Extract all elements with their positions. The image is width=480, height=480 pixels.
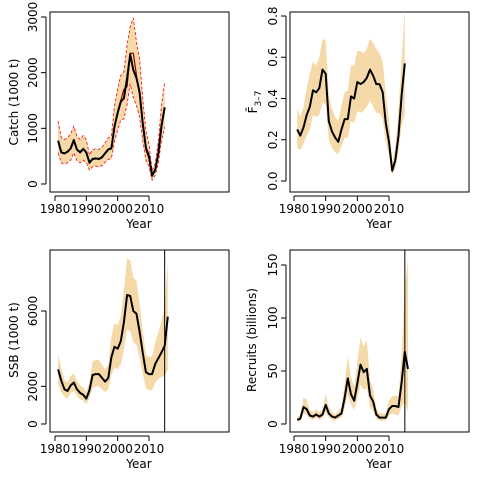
ssb-y-axis-label: SSB (1000 t) <box>7 302 21 378</box>
recruits-x-tick-label: 1980 <box>279 442 310 456</box>
catch-y-axis-label: Catch (1000 t) <box>7 59 21 146</box>
ssb-plot-frame <box>49 249 230 433</box>
catch-upper-edge <box>57 17 166 173</box>
catch-y-axis: 0 1000 2000 3000 <box>26 2 47 188</box>
ssb-x-tick-label: 2000 <box>102 442 133 456</box>
fbar-band-area <box>297 9 405 175</box>
catch-x-tick-label: 1980 <box>40 202 71 216</box>
catch-x-tick-label: 2010 <box>134 202 165 216</box>
fbar-y-axis-label-subscript: 3–7 <box>254 91 264 107</box>
catch-estimate-line <box>57 53 166 177</box>
catch-y-tick-label: 0 <box>26 180 40 188</box>
fbar-y-axis-label: F̄3–7 <box>246 91 264 114</box>
ssb-y-axis: 0 2000 6000 <box>26 296 47 428</box>
recruits-y-tick-label: 50 <box>266 363 280 378</box>
fbar-y-tick-label: 0.0 <box>266 171 280 190</box>
fbar-y-tick-label: 0.2 <box>266 130 280 149</box>
ssb-x-axis-label: Year <box>125 457 151 471</box>
recruits-y-tick-label: 100 <box>266 307 280 330</box>
ssb-estimate-line <box>57 294 169 400</box>
catch-x-tick-label: 2000 <box>102 202 133 216</box>
catch-plot-frame <box>49 11 230 193</box>
recruits-x-axis-label: Year <box>365 457 391 471</box>
fbar-x-axis-label: Year <box>365 217 391 231</box>
fbar-y-axis: 0.0 0.2 0.4 0.6 0.8 <box>266 6 287 191</box>
recruits-panel: 1980 1990 2000 2010 0 50 100 150 Year Recruits… <box>245 249 470 471</box>
ssb-x-axis: 1980 1990 2000 2010 <box>40 435 165 456</box>
fbar-x-tick-label: 2000 <box>342 202 373 216</box>
fbar-y-axis-label-main: F̄ <box>246 106 260 113</box>
catch-confidence-band <box>58 18 165 181</box>
recruits-y-tick-label: 150 <box>266 254 280 277</box>
catch-x-axis-label: Year <box>125 217 151 231</box>
ssb-y-tick-label: 0 <box>26 420 40 428</box>
recruits-x-axis: 1980 1990 2000 2010 <box>279 435 405 456</box>
catch-y-tick-label: 1000 <box>26 113 40 144</box>
recruits-x-tick-label: 2010 <box>374 442 405 456</box>
fbar-panel: 1980 1990 2000 2010 0.0 0.2 0.4 0.6 0.8 Year F̄… <box>246 6 470 231</box>
recruits-y-axis-label: Recruits (billions) <box>245 288 259 392</box>
ssb-x-tick-label: 1980 <box>40 442 71 456</box>
catch-band-edges <box>57 17 166 182</box>
ssb-estimate-series <box>57 294 169 400</box>
recruits-y-axis: 0 50 100 150 <box>266 254 287 428</box>
catch-band-area <box>58 18 165 181</box>
fbar-estimate-series <box>296 63 406 172</box>
fbar-confidence-band <box>297 9 405 175</box>
fbar-x-tick-label: 2010 <box>374 202 405 216</box>
ssb-y-tick-label: 6000 <box>26 296 40 327</box>
recruits-estimate-series <box>296 350 409 421</box>
fbar-y-tick-label: 0.8 <box>266 6 280 25</box>
fbar-x-tick-label: 1990 <box>310 202 341 216</box>
fbar-x-tick-label: 1980 <box>279 202 310 216</box>
fbar-x-axis: 1980 1990 2000 2010 <box>279 195 405 216</box>
recruits-x-tick-label: 1990 <box>310 442 341 456</box>
ssb-confidence-band <box>58 258 168 405</box>
recruits-x-tick-label: 2000 <box>342 442 373 456</box>
recruits-plot-frame <box>289 249 470 433</box>
recruits-y-tick-label: 0 <box>266 420 280 428</box>
catch-estimate-series <box>57 53 166 177</box>
catch-x-axis: 1980 1990 2000 2010 <box>40 195 165 216</box>
ssb-band-area <box>58 258 168 405</box>
catch-y-tick-label: 3000 <box>26 2 40 33</box>
fbar-y-tick-label: 0.4 <box>266 89 280 108</box>
fbar-plot-frame <box>289 11 470 193</box>
recruits-estimate-line <box>296 350 409 421</box>
ssb-x-tick-label: 1990 <box>71 442 102 456</box>
ssb-y-tick-label: 2000 <box>26 371 40 402</box>
catch-y-tick-label: 2000 <box>26 57 40 88</box>
ssb-x-tick-label: 2010 <box>134 442 165 456</box>
catch-x-tick-label: 1990 <box>71 202 102 216</box>
fbar-y-tick-label: 0.6 <box>266 48 280 67</box>
fbar-estimate-line <box>296 63 406 172</box>
